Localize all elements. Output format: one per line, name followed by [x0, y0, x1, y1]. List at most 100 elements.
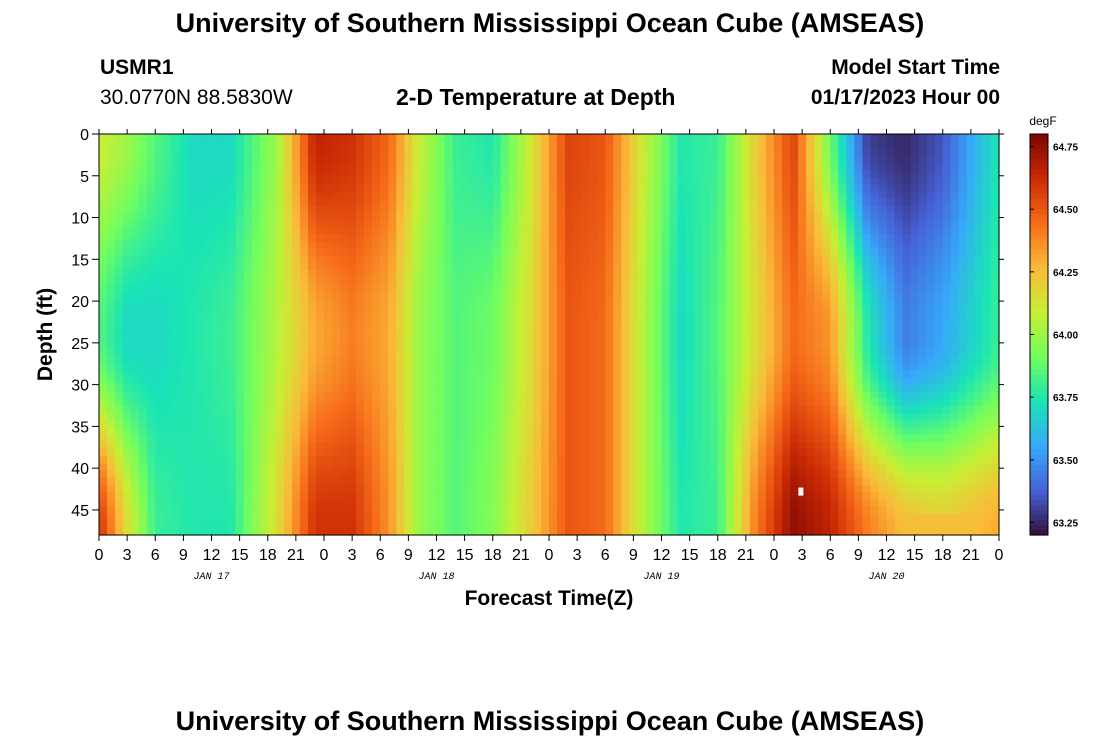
heatmap-cell — [846, 341, 855, 350]
heatmap-cell — [388, 398, 397, 407]
heatmap-cell — [902, 363, 912, 371]
heatmap-cell — [540, 384, 550, 393]
heatmap-cell — [275, 284, 285, 293]
heatmap-cell — [275, 377, 285, 386]
heatmap-cell — [227, 248, 237, 257]
heatmap-cell — [741, 341, 751, 350]
heatmap-cell — [532, 434, 542, 443]
heatmap-cell — [259, 449, 269, 457]
heatmap-cell — [918, 262, 928, 271]
heatmap-cell — [299, 184, 309, 192]
heatmap-cell — [749, 391, 759, 400]
heatmap-cell — [476, 134, 486, 142]
heatmap-cell — [918, 420, 928, 429]
heatmap-cell — [364, 384, 373, 393]
heatmap-cell — [283, 441, 293, 450]
heatmap-cell — [444, 134, 454, 142]
heatmap-cell — [396, 234, 405, 243]
heatmap-cell — [741, 284, 751, 293]
heatmap-cell — [677, 176, 687, 185]
heatmap-cell — [958, 284, 968, 293]
heatmap-cell — [476, 255, 486, 264]
heatmap-cell — [605, 370, 614, 379]
heatmap-cell — [147, 227, 156, 235]
heatmap-cell — [484, 427, 494, 436]
heatmap-cell — [340, 449, 349, 457]
heatmap-cell — [589, 284, 598, 293]
heatmap-cell — [267, 384, 277, 393]
heatmap-cell — [774, 334, 783, 343]
heatmap-cell — [806, 227, 815, 235]
heatmap-cell — [388, 313, 397, 321]
heatmap-cell — [291, 298, 301, 307]
heatmap-cell — [291, 205, 301, 214]
heatmap-cell — [251, 370, 261, 379]
heatmap-cell — [404, 241, 413, 250]
heatmap-cell — [251, 134, 261, 142]
heatmap-cell — [709, 255, 719, 264]
heatmap-cell — [549, 262, 558, 271]
heatmap-cell — [211, 234, 221, 243]
heatmap-cell — [516, 141, 526, 149]
heatmap-cell — [171, 255, 180, 264]
heatmap-cell — [155, 270, 164, 278]
heatmap-cell — [846, 363, 855, 371]
heatmap-cell — [926, 191, 936, 200]
heatmap-cell — [709, 184, 719, 192]
heatmap-cell — [870, 234, 880, 243]
heatmap-cell — [822, 212, 831, 221]
heatmap-cell — [741, 219, 751, 228]
heatmap-cell — [798, 155, 807, 164]
heatmap-cell — [549, 219, 558, 228]
heatmap-cell — [324, 241, 333, 250]
heatmap-cell — [163, 227, 172, 235]
heatmap-cell — [452, 291, 462, 300]
heatmap-cell — [958, 191, 968, 200]
heatmap-cell — [227, 219, 237, 228]
heatmap-cell — [926, 219, 936, 228]
heatmap-cell — [139, 334, 148, 343]
heatmap-cell — [412, 234, 422, 243]
heatmap-cell — [661, 205, 671, 214]
heatmap-cell — [846, 441, 855, 450]
heatmap-cell — [725, 420, 735, 429]
heatmap-cell — [147, 270, 156, 278]
heatmap-cell — [155, 234, 164, 243]
heatmap-cell — [757, 291, 767, 300]
heatmap-cell — [990, 241, 1000, 250]
heatmap-cell — [356, 391, 365, 400]
heatmap-cell — [444, 434, 454, 443]
heatmap-cell — [179, 141, 188, 149]
heatmap-cell — [661, 427, 671, 436]
heatmap-cell — [179, 298, 188, 307]
heatmap-cell — [372, 191, 381, 200]
heatmap-cell — [854, 420, 863, 429]
heatmap-cell — [131, 391, 140, 400]
heatmap-cell — [299, 341, 309, 350]
heatmap-cell — [798, 420, 807, 429]
heatmap-cell — [235, 277, 245, 285]
heatmap-cell — [830, 148, 839, 157]
heatmap-cell — [99, 148, 108, 157]
heatmap-cell — [163, 205, 172, 214]
heatmap-cell — [324, 219, 333, 228]
heatmap-cell — [468, 298, 478, 307]
heatmap-cell — [348, 284, 357, 293]
heatmap-cell — [147, 248, 156, 257]
heatmap-cell — [372, 234, 381, 243]
heatmap-cell — [460, 327, 470, 336]
heatmap-cell — [573, 277, 582, 285]
heatmap-cell — [966, 227, 976, 235]
heatmap-cell — [637, 305, 647, 314]
heatmap-cell — [299, 406, 309, 414]
heatmap-cell — [677, 391, 687, 400]
heatmap-cell — [814, 141, 823, 149]
heatmap-cell — [428, 141, 438, 149]
heatmap-cell — [307, 134, 317, 142]
heatmap-cell — [629, 212, 638, 221]
heatmap-cell — [798, 205, 807, 214]
heatmap-cell — [870, 413, 880, 422]
heatmap-cell — [982, 327, 992, 336]
heatmap-cell — [243, 327, 253, 336]
heatmap-cell — [782, 420, 791, 429]
